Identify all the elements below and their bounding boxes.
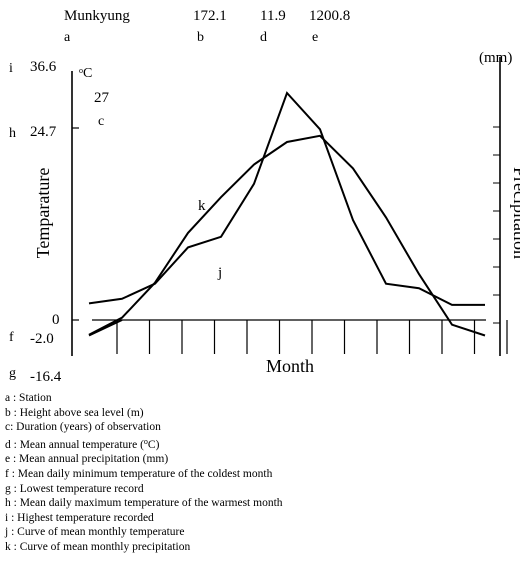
legend-key: k	[5, 540, 11, 553]
precip-curve-letter: k	[198, 198, 206, 214]
legend-key: h	[5, 497, 11, 510]
legend-item: g : Lowest temperature record	[5, 482, 144, 495]
degree-sign: o	[79, 66, 83, 75]
lowest-letter: g	[9, 366, 16, 381]
duration-letter: c	[98, 114, 105, 129]
legend-key: b	[5, 406, 11, 419]
height-value: 172.1	[193, 8, 227, 24]
legend-key: d	[5, 438, 11, 451]
temp-curve	[88, 134, 486, 337]
precip-unit: (mm)	[479, 50, 513, 66]
y-axis-label: Temparature	[33, 168, 53, 259]
legend-item: j : Curve of mean monthly temperature	[5, 526, 185, 539]
temp-unit-letter: C	[83, 66, 93, 81]
legend-key: g	[5, 482, 11, 495]
precip-curve	[88, 91, 485, 306]
lowest-value: -16.4	[30, 369, 62, 385]
mean-temp-letter: d	[260, 30, 267, 45]
zero-label: 0	[52, 312, 60, 328]
y2-axis-label: Precipitation	[510, 167, 520, 259]
cold-guide-line	[88, 319, 123, 337]
legend-key: c	[5, 421, 11, 434]
temp-unit: oC	[79, 67, 92, 81]
legend-item: d : Mean annual temperature (oC)	[5, 436, 160, 451]
legend-item: a : Station	[5, 392, 52, 404]
legend-key: j	[5, 526, 9, 539]
mean-temp-value: 11.9	[260, 8, 286, 24]
legend-key: i	[5, 511, 9, 524]
climate-chart: Temparature Precipitation Month	[33, 57, 520, 376]
legend: a : Station b : Height above sea level (m…	[5, 391, 283, 555]
min-cold-value: -2.0	[30, 331, 54, 347]
legend-key: f	[5, 467, 9, 480]
legend-item: i : Highest temperature recorded	[5, 511, 154, 524]
mean-precip-letter: e	[312, 30, 319, 45]
mean-precip-value: 1200.8	[309, 8, 351, 24]
legend-superscript: o	[143, 436, 148, 446]
chart-marks	[88, 91, 486, 337]
height-letter: b	[197, 30, 204, 45]
chart-axes	[71, 57, 508, 356]
legend-item: e : Mean annual precipitation (mm)	[5, 453, 169, 466]
highest-letter: i	[9, 61, 13, 76]
legend-item: b : Height above sea level (m)	[5, 406, 144, 419]
legend-key: a	[5, 392, 11, 404]
legend-item: h : Mean daily maximum temperature of th…	[5, 497, 283, 510]
max-warm-letter: h	[9, 126, 16, 141]
legend-item: c: Duration (years) of observation	[5, 421, 161, 434]
highest-value: 36.6	[30, 59, 57, 75]
temp-curve-letter: j	[218, 265, 223, 281]
legend-item: k : Curve of mean monthly precipitation	[5, 540, 191, 553]
legend-item: f : Mean daily minimum temperature of th…	[5, 467, 273, 480]
legend-key: e	[5, 453, 11, 466]
max-warm-value: 24.7	[30, 124, 57, 140]
duration-value: 27	[94, 90, 109, 106]
x-axis-label: Month	[266, 356, 314, 376]
station-letter: a	[64, 30, 71, 45]
station-name: Munkyung	[64, 8, 130, 24]
min-cold-letter: f	[9, 330, 14, 345]
